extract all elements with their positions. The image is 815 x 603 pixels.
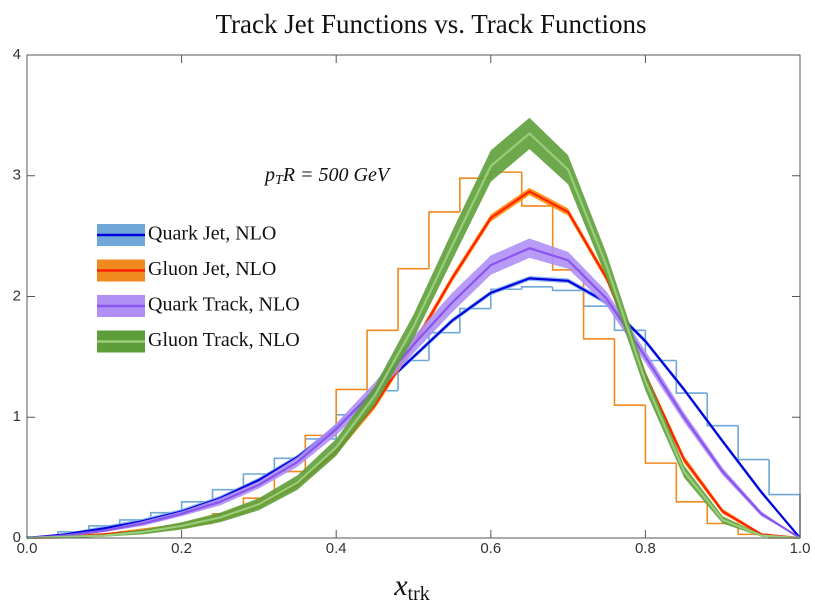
histogram-step xyxy=(675,360,708,394)
histogram-step xyxy=(520,172,553,207)
legend-label: Quark Jet, NLO xyxy=(148,223,276,245)
histogram-step xyxy=(490,288,522,309)
histogram-step xyxy=(675,463,708,503)
chart-title: Track Jet Functions vs. Track Functions xyxy=(215,9,646,39)
annotation-sub: T xyxy=(275,173,284,188)
series-line xyxy=(26,132,801,540)
histogram-step xyxy=(459,307,491,333)
x-tick-label: 0.0 xyxy=(17,540,38,557)
x-label-sub: trk xyxy=(408,583,430,603)
plot-area xyxy=(26,117,801,540)
histogram-step xyxy=(613,338,646,406)
histogram-step xyxy=(551,286,584,292)
histogram-step xyxy=(520,286,553,290)
histogram-step xyxy=(428,211,460,269)
y-tick-label: 1 xyxy=(13,408,21,425)
x-tick-label: 1.0 xyxy=(790,540,811,557)
x-label-base: x xyxy=(393,569,408,602)
histogram-step xyxy=(644,405,677,464)
histogram-step xyxy=(335,388,368,436)
histogram-step xyxy=(768,459,801,538)
histogram-step xyxy=(582,269,615,340)
series-line xyxy=(26,247,801,540)
histogram-step xyxy=(706,393,739,427)
y-tick-label: 4 xyxy=(13,46,21,63)
histogram-step xyxy=(397,267,429,331)
y-tick-label: 3 xyxy=(13,167,21,184)
legend: Quark Jet, NLO Gluon Jet, NLO Quark Track,… xyxy=(97,223,300,353)
annotation-var: p xyxy=(263,164,275,186)
annotation-rest: R = 500 GeV xyxy=(282,164,392,186)
x-tick-label: 0.4 xyxy=(326,540,347,557)
legend-label: Gluon Jet, NLO xyxy=(148,258,276,280)
histogram-step xyxy=(242,473,275,490)
annotation: pTR = 500 GeV xyxy=(263,164,392,189)
legend-label: Gluon Track, NLO xyxy=(148,329,300,351)
histogram-step xyxy=(366,329,399,390)
y-tick-label: 2 xyxy=(13,287,21,304)
x-tick-label: 0.6 xyxy=(480,540,501,557)
y-tick-label: 0 xyxy=(13,529,21,546)
x-tick-label: 0.8 xyxy=(635,540,656,557)
histogram-step xyxy=(737,425,770,461)
x-axis-label: xtrk xyxy=(393,569,430,603)
x-tick-label: 0.2 xyxy=(171,540,192,557)
legend-label: Quark Track, NLO xyxy=(148,294,300,316)
